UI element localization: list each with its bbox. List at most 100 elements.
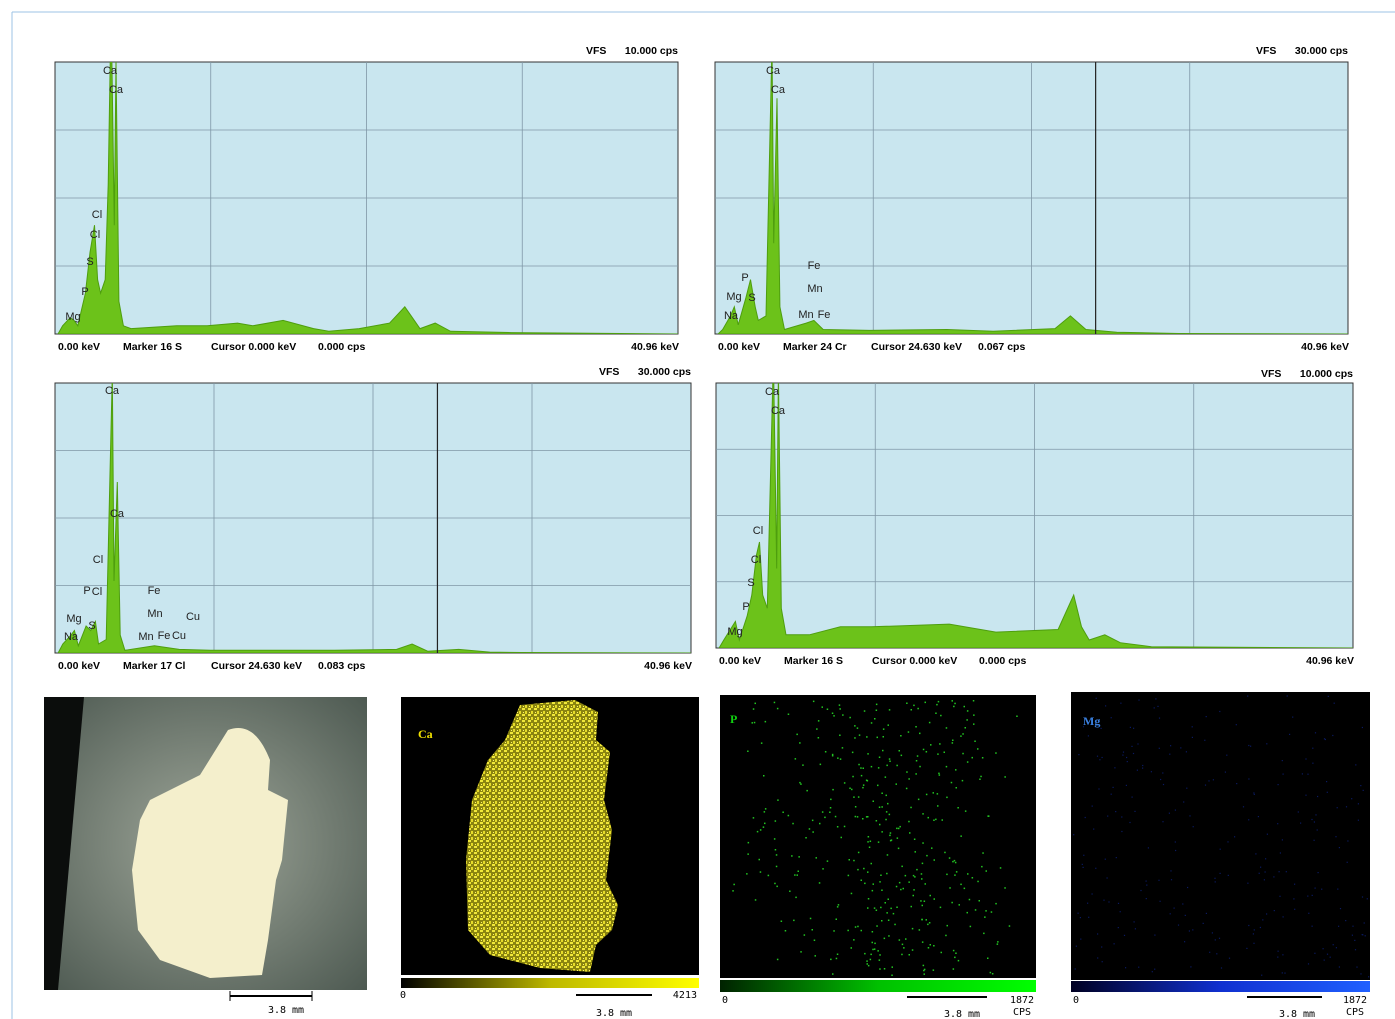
spectrum-area	[718, 383, 1353, 648]
count-dot	[1186, 787, 1188, 789]
count-dot	[933, 819, 935, 821]
count-dot	[1096, 755, 1099, 757]
count-dot	[1173, 907, 1175, 909]
count-dot	[932, 969, 935, 971]
count-dot	[882, 749, 884, 752]
vfs-value: 30.000 cps	[1295, 45, 1348, 57]
count-dot	[1308, 912, 1310, 914]
count-dot	[937, 805, 939, 807]
count-dot	[990, 911, 993, 913]
count-dot	[929, 894, 931, 897]
count-dot	[921, 878, 923, 880]
count-dot	[920, 873, 923, 875]
count-dot	[923, 969, 925, 972]
count-dot	[877, 950, 879, 952]
count-dot	[852, 775, 854, 778]
mg-map: Mg 0 1872 CPS 3.8 mm	[1071, 692, 1370, 1019]
count-dot	[888, 758, 891, 760]
count-dot	[932, 792, 934, 794]
count-dot	[816, 728, 818, 730]
count-dot	[1323, 738, 1326, 740]
count-dot	[896, 827, 898, 830]
count-dot	[878, 806, 881, 808]
count-dot	[1145, 898, 1147, 900]
count-dot	[1170, 879, 1173, 881]
count-dot	[938, 772, 940, 775]
count-dot	[1160, 778, 1162, 781]
count-dot	[1313, 821, 1315, 823]
count-dot	[1282, 916, 1284, 918]
count-dot	[1169, 913, 1171, 915]
count-dot	[854, 806, 857, 808]
count-dot	[1248, 819, 1250, 821]
element-label: P	[730, 712, 737, 726]
count-dot	[917, 707, 919, 710]
count-dot	[891, 974, 893, 976]
count-dot	[1170, 870, 1172, 872]
count-dot	[1314, 887, 1316, 889]
count-dot	[904, 874, 907, 877]
count-dot	[995, 752, 997, 754]
count-dot	[1157, 705, 1159, 707]
cursor: Cursor 0.000 keV	[211, 341, 296, 353]
count-dot	[1137, 743, 1139, 745]
count-dot	[875, 703, 878, 706]
count-dot	[834, 815, 837, 818]
count-dot	[889, 760, 891, 762]
count-dot	[882, 736, 884, 738]
count-dot	[921, 862, 924, 865]
count-dot	[1338, 847, 1340, 849]
count-dot	[805, 837, 807, 839]
count-dot	[1074, 968, 1076, 970]
count-dot	[1091, 893, 1093, 895]
count-dot	[1354, 949, 1357, 951]
count-dot	[906, 771, 908, 773]
count-dot	[886, 854, 889, 856]
count-dot	[906, 702, 908, 704]
count-dot	[1008, 925, 1011, 927]
count-dot	[954, 874, 956, 876]
count-dot	[1313, 839, 1315, 841]
count-dot	[888, 935, 890, 937]
count-dot	[1214, 939, 1216, 941]
count-dot	[939, 906, 942, 909]
element-label: Mn	[807, 283, 822, 295]
x-end: 40.96 keV	[644, 660, 692, 672]
count-dot	[1125, 967, 1127, 969]
count-dot	[872, 948, 874, 951]
count-dot	[1122, 751, 1125, 753]
count-dot	[867, 898, 870, 900]
count-dot	[966, 761, 969, 763]
count-dot	[746, 873, 748, 875]
count-dot	[1004, 776, 1006, 778]
count-dot	[776, 958, 779, 961]
count-dot	[1253, 793, 1255, 795]
count-dot	[870, 765, 873, 768]
count-dot	[873, 948, 876, 950]
count-dot	[1146, 884, 1148, 886]
count-dot	[931, 847, 933, 849]
count-dot	[921, 904, 923, 907]
count-dot	[797, 870, 799, 872]
count-dot	[860, 879, 862, 881]
count-dot	[900, 735, 902, 737]
count-dot	[954, 956, 956, 959]
count-dot	[1075, 945, 1077, 947]
count-dot	[966, 719, 968, 721]
count-dot	[863, 867, 865, 870]
count-dot	[870, 953, 872, 956]
count-dot	[867, 964, 870, 967]
marker: Marker 16 S	[123, 341, 182, 353]
count-dot	[915, 760, 918, 762]
count-dot	[905, 938, 907, 940]
count-dot	[925, 793, 928, 796]
count-dot	[1257, 816, 1259, 818]
count-dot	[878, 756, 881, 758]
count-dot	[890, 907, 892, 910]
count-dot	[799, 742, 801, 744]
count-dot	[1212, 779, 1214, 781]
count-dot	[1294, 883, 1296, 885]
count-dot	[1356, 966, 1358, 968]
count-dot	[991, 973, 994, 975]
count-dot	[1346, 861, 1348, 863]
